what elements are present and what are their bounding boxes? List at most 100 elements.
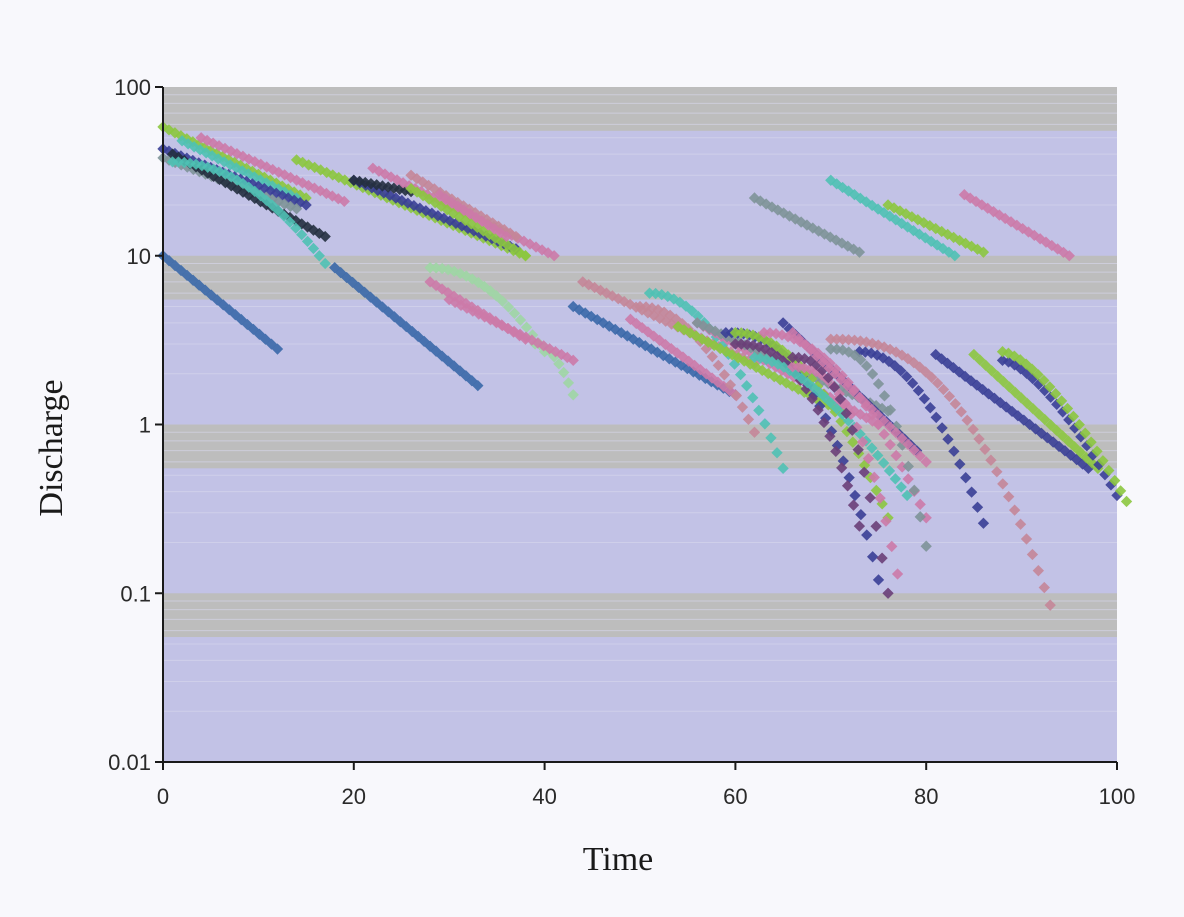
y-tick-label: 10 (127, 244, 151, 269)
data-point (758, 327, 770, 339)
data-point (753, 404, 765, 417)
data-point (918, 393, 931, 405)
data-point (1033, 408, 1045, 420)
data-point (734, 368, 747, 381)
data-point (567, 354, 579, 366)
data-point (271, 343, 284, 355)
data-point (825, 333, 837, 345)
data-point (862, 452, 875, 465)
data-point (930, 411, 942, 424)
data-point (1032, 368, 1044, 381)
data-point (290, 203, 303, 215)
data-point (1067, 410, 1080, 423)
data-point (1097, 455, 1109, 467)
x-tick-label: 40 (532, 784, 556, 809)
data-point (500, 230, 513, 243)
data-point (852, 444, 864, 456)
tick-marks (155, 86, 1118, 770)
data-point (1044, 381, 1056, 393)
data-point (861, 529, 873, 541)
data-point (1014, 518, 1027, 530)
data-point (759, 418, 771, 430)
data-point (872, 378, 885, 390)
data-point (1050, 388, 1062, 400)
data-point (825, 397, 837, 409)
data-point (301, 235, 314, 248)
data-point (942, 433, 954, 445)
data-point (860, 360, 873, 372)
data-point (562, 377, 575, 389)
data-point (786, 361, 799, 373)
data-point (874, 492, 886, 504)
data-point (890, 449, 902, 462)
data-point (855, 508, 867, 521)
data-point (1015, 392, 1027, 404)
data-point (936, 422, 948, 434)
data-point (777, 462, 789, 474)
data-point (272, 204, 284, 217)
data-point (901, 370, 913, 383)
data-point (997, 478, 1009, 490)
data-point (853, 246, 866, 258)
data-point (307, 242, 320, 255)
data-point (997, 375, 1010, 388)
data-point (914, 450, 926, 462)
data-point (1050, 424, 1063, 437)
data-point (424, 262, 436, 274)
data-point (1074, 446, 1086, 458)
data-point (954, 458, 966, 470)
data-point (1085, 436, 1097, 448)
data-point (830, 445, 842, 458)
data-point (880, 515, 892, 527)
data-point (747, 392, 759, 404)
data-point (847, 385, 860, 398)
data-point (290, 222, 302, 234)
data-point (853, 391, 866, 403)
data-point (870, 520, 882, 532)
data-point (296, 228, 308, 241)
data-point (971, 501, 984, 513)
data-point (806, 393, 818, 405)
data-point (979, 443, 991, 455)
data-point (974, 354, 986, 366)
data-point (883, 465, 896, 477)
data-point (166, 156, 179, 168)
data-point (973, 433, 985, 445)
data-point (908, 484, 920, 496)
data-point (902, 473, 914, 485)
data-point (729, 338, 742, 350)
data-point (1114, 485, 1127, 497)
data-point (884, 439, 896, 451)
data-point (817, 356, 829, 368)
y-tick-label: 0.1 (120, 581, 151, 606)
data-point (943, 390, 956, 403)
data-point (1120, 495, 1133, 508)
data-point (891, 568, 904, 580)
data-point (825, 343, 837, 355)
data-point (1009, 386, 1021, 399)
data-point (866, 368, 879, 380)
x-tick-label: 60 (723, 784, 747, 809)
data-point (1045, 419, 1057, 431)
data-point (1026, 363, 1038, 375)
data-point (1003, 491, 1015, 503)
data-point (868, 471, 880, 483)
data-point (1109, 474, 1121, 487)
data-point (889, 473, 902, 485)
data-point (925, 371, 938, 383)
data-point (284, 216, 296, 228)
data-point (895, 481, 907, 493)
data-point (890, 426, 902, 439)
data-point (829, 368, 841, 380)
data-point (831, 402, 843, 415)
data-point (567, 389, 579, 401)
data-point (949, 398, 961, 410)
data-point (847, 499, 860, 511)
data-point (706, 351, 718, 363)
data-point (724, 379, 737, 391)
data-point (823, 362, 835, 374)
data-point (931, 377, 944, 389)
data-point (949, 250, 961, 262)
y-tick-label: 1 (139, 413, 151, 438)
